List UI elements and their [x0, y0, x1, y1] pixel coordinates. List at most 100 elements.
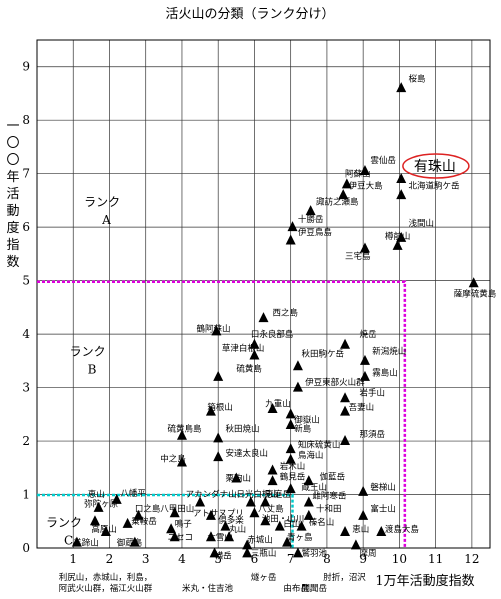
volcano-label: 硫黄鳥島 [167, 423, 202, 434]
volcano-marker [205, 509, 216, 520]
volcano-label: 日光白根山 [236, 489, 279, 500]
y-axis-label-char: 数 [6, 255, 19, 270]
volcano-marker [296, 520, 307, 531]
volcano-label: 新潟焼山 [372, 346, 406, 357]
volcano-marker [224, 531, 235, 542]
volcano-label: 硫黄島 [236, 364, 262, 375]
x-tick-label: 12 [464, 552, 479, 566]
volcano-label: 北海道駒ケ岳 [408, 181, 460, 192]
x-tick-label: 6 [251, 552, 259, 566]
volcano-label: 九重山 [265, 398, 291, 409]
volcano-marker [260, 515, 271, 526]
volcano-label: 口之島 [135, 504, 161, 515]
volcano-marker [392, 239, 403, 250]
volcano-marker [340, 392, 351, 403]
volcano-label: 秋田焼山 [225, 423, 259, 434]
y-tick-label: 3 [22, 381, 30, 395]
x-tick-label: 8 [323, 552, 331, 566]
volcano-marker [205, 531, 216, 542]
volcano-label: 三宅島 [345, 251, 371, 262]
volcano-marker [468, 277, 479, 288]
rank-label: ランク [46, 516, 82, 530]
volcano-marker [340, 525, 351, 536]
volcano-label: 伊豆大島 [349, 181, 384, 192]
volcano-label: 秋田駒ケ岳 [302, 349, 345, 360]
volcano-label: 箱根山 [207, 402, 233, 413]
bottom-volcano-label: 米丸・住吉池 [182, 583, 234, 594]
volcano-label: 草津白根山 [222, 343, 265, 354]
volcano-marker [285, 419, 296, 430]
volcano-marker [340, 405, 351, 416]
y-axis-label-char: 度 [6, 220, 19, 236]
rank-label: ランク [84, 195, 120, 209]
volcano-marker [358, 485, 369, 496]
volcano-marker [169, 531, 180, 542]
volcano-marker [260, 496, 271, 507]
x-tick-label: 9 [359, 552, 367, 566]
x-tick-label: 5 [214, 552, 222, 566]
bottom-labels: 利尻山，赤城山，利島，阿武火山群，福江火山群 米丸・住吉池 燧ヶ岳由布岳，開聞岳肘折… [59, 572, 367, 594]
volcano-marker [209, 547, 220, 558]
x-tick-label: 11 [428, 552, 443, 566]
volcano-marker [282, 536, 293, 547]
rank-boundary-line [37, 493, 294, 548]
y-axis-label-char: 指 [6, 238, 19, 253]
volcano-marker [285, 453, 296, 464]
x-axis-label: 1万年活動度指数 [375, 573, 474, 589]
y-tick-label: 2 [22, 434, 30, 448]
volcano-marker [274, 520, 285, 531]
volcano-label: 鳴子 [175, 519, 193, 530]
volcano-label: 伊豆鳥島 [298, 227, 333, 238]
volcano-marker [338, 189, 349, 200]
bottom-volcano-label: 肘折，沼沢 [323, 572, 366, 583]
y-axis-ticks: 0 1 2 3 4 5 6 7 8 9 [22, 60, 30, 555]
plot-border [36, 39, 491, 549]
volcano-marker [341, 178, 352, 189]
volcano-label: アトサヌプリ [193, 509, 244, 519]
volcano-marker [303, 475, 314, 486]
volcano-label: 那須岳 [360, 429, 386, 440]
x-tick-label: 3 [142, 552, 150, 566]
volcano-label: 樽前山 [385, 231, 411, 242]
volcano-label: 有珠山 [414, 159, 456, 175]
volcano-marker [359, 370, 370, 381]
highlight-ellipse [402, 153, 470, 179]
volcano-marker [100, 525, 111, 536]
volcano-marker [376, 525, 387, 536]
volcano-label: 諏訪之瀬島 [316, 197, 359, 208]
volcano-label: 新島 [294, 423, 312, 434]
volcano-label: 鳥海山 [298, 450, 324, 461]
volcano-label: 蔵王山 [302, 482, 328, 493]
volcano-label: アカンダナ山 [186, 489, 237, 500]
volcano-label: 倶多楽 [218, 515, 244, 526]
rank-boundary-line [37, 280, 407, 548]
volcano-marker [303, 509, 314, 520]
volcano-marker [111, 493, 122, 504]
volcano-marker [350, 539, 361, 550]
volcano-label: 御嶽山 [294, 414, 320, 425]
volcano-marker [258, 312, 269, 323]
volcano-marker [396, 173, 407, 184]
volcano-marker [245, 496, 256, 507]
x-tick-label: 1 [69, 552, 77, 566]
volcano-marker [359, 165, 370, 176]
rank-letter: C [64, 534, 73, 548]
volcano-label: 渡島大島 [385, 524, 420, 535]
volcano-label: 恵庭岳 [265, 489, 291, 500]
volcano-label: 安達太良山 [225, 448, 268, 459]
volcano-marker [176, 456, 187, 467]
volcano-label: 西之島 [273, 307, 299, 318]
volcano-marker [396, 231, 407, 242]
y-tick-label: 7 [22, 167, 30, 181]
volcano-marker [205, 405, 216, 416]
volcano-label: 榛名山 [309, 517, 335, 528]
y-axis-label-char: 活 [6, 187, 19, 202]
x-tick-label: 2 [106, 552, 114, 566]
volcano-marker [89, 515, 100, 526]
volcano-marker [242, 539, 253, 550]
volcano-marker [249, 349, 260, 360]
volcano-marker [267, 402, 278, 413]
bottom-volcano-label: 利尻山，赤城山，利島， [59, 572, 153, 583]
volcano-marker [396, 189, 407, 200]
